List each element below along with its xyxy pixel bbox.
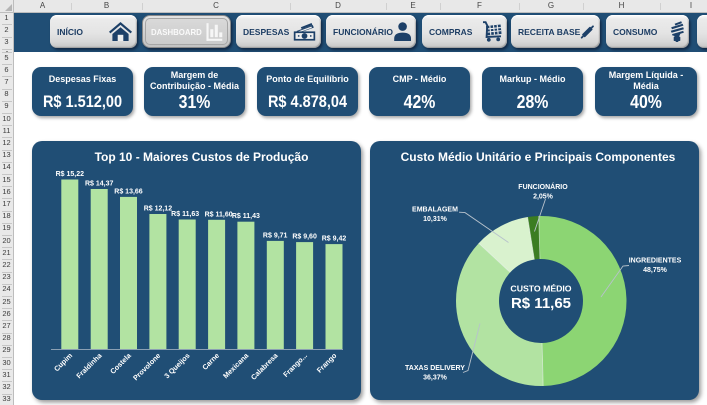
svg-text:Carne: Carne (200, 351, 221, 372)
svg-text:R$ 15,22: R$ 15,22 (56, 171, 85, 178)
svg-text:Calabresa: Calabresa (249, 350, 280, 381)
svg-text:R$ 14,37: R$ 14,37 (85, 181, 114, 188)
svg-text:CUSTO MÉDIO: CUSTO MÉDIO (510, 284, 571, 294)
svg-text:10,31%: 10,31% (423, 216, 448, 223)
svg-text:R$ 11,65: R$ 11,65 (511, 295, 571, 312)
svg-text:3 Queijos: 3 Queijos (162, 351, 191, 380)
svg-text:Fraldinha: Fraldinha (74, 350, 104, 380)
svg-text:R$ 9,60: R$ 9,60 (292, 234, 317, 241)
svg-text:R$ 13,66: R$ 13,66 (114, 188, 143, 195)
svg-text:TAXAS DELIVERY: TAXAS DELIVERY (405, 365, 465, 372)
svg-text:EMBALAGEM: EMBALAGEM (412, 206, 458, 213)
svg-text:INGREDIENTES: INGREDIENTES (629, 258, 682, 265)
svg-text:2,05%: 2,05% (533, 194, 554, 201)
svg-text:FUNCIONÁRIO: FUNCIONÁRIO (518, 182, 568, 191)
svg-text:Frango: Frango (315, 351, 339, 375)
svg-text:R$ 11,43: R$ 11,43 (232, 213, 260, 220)
svg-text:Provolone: Provolone (131, 351, 162, 382)
svg-text:36,37%: 36,37% (423, 375, 448, 382)
svg-text:48,75%: 48,75% (643, 267, 668, 274)
svg-text:R$ 9,42: R$ 9,42 (322, 236, 347, 243)
svg-text:R$ 12,12: R$ 12,12 (144, 206, 173, 213)
svg-text:R$ 11,63: R$ 11,63 (171, 211, 199, 218)
svg-text:R$ 9,71: R$ 9,71 (263, 232, 288, 239)
svg-text:Cupim: Cupim (52, 351, 74, 373)
svg-text:Frango...: Frango... (281, 351, 309, 379)
svg-text:Mexicana: Mexicana (221, 350, 251, 380)
svg-text:R$ 11,60: R$ 11,60 (205, 211, 233, 218)
svg-text:Costela: Costela (108, 350, 133, 375)
